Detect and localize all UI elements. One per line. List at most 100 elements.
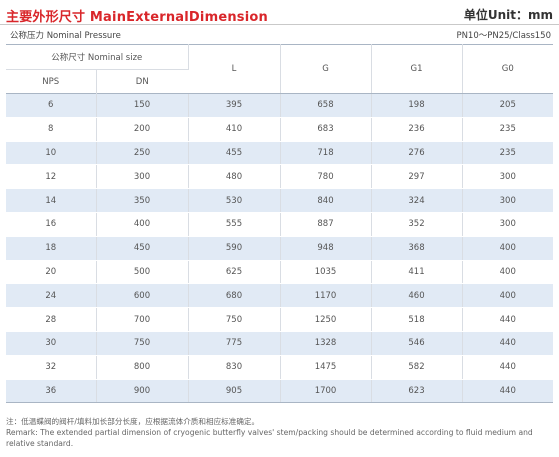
remark: 注：低温蝶阀的阀杆/填料加长部分长度，应根据流体介质和相应标准确定。 Remar…: [6, 416, 554, 449]
cell-g: 780: [280, 164, 372, 190]
table-row: 20 500 625 1035 411 400: [6, 260, 554, 285]
title-divider: [0, 24, 559, 25]
cell-l: 395: [188, 93, 281, 118]
cell-nps: 8: [6, 117, 97, 142]
cell-l: 480: [188, 164, 281, 190]
cell-l: 530: [188, 188, 281, 213]
cell-g1: 276: [371, 141, 463, 166]
cell-nps: 18: [6, 236, 97, 261]
column-header-g1: G1: [371, 44, 463, 94]
cell-dn: 700: [96, 307, 189, 332]
table-row: 24 600 680 1170 460 400: [6, 283, 554, 309]
cell-g0: 235: [462, 141, 554, 166]
cell-dn: 500: [96, 260, 189, 285]
cell-nps: 24: [6, 283, 97, 309]
cell-g1: 411: [371, 260, 463, 285]
cell-g: 840: [280, 188, 372, 213]
cell-g0: 235: [462, 117, 554, 142]
cell-nps: 36: [6, 379, 97, 404]
cell-g1: 198: [371, 93, 463, 118]
cell-dn: 200: [96, 117, 189, 142]
cell-dn: 800: [96, 355, 189, 380]
cell-g: 1475: [280, 355, 372, 380]
page-title: 主要外形尺寸 MainExternalDimension: [6, 10, 268, 25]
remark-en: Remark: The extended partial dimension o…: [6, 428, 533, 448]
cell-nps: 30: [6, 331, 97, 356]
table-row: 14 350 530 840 324 300: [6, 188, 554, 213]
cell-g: 1700: [280, 379, 372, 404]
dimension-table-container: 公称尺寸 Nominal size L G G1 G0 NPS DN 6 150 3…: [6, 44, 554, 404]
remark-cn: 注：低温蝶阀的阀杆/填料加长部分长度，应根据流体介质和相应标准确定。: [6, 417, 260, 426]
nominal-pressure-value: PN10～PN25/Class150: [456, 31, 551, 41]
column-header-dn: DN: [96, 69, 189, 94]
cell-g0: 300: [462, 164, 554, 190]
cell-g: 948: [280, 236, 372, 261]
cell-nps: 32: [6, 355, 97, 380]
cell-g1: 460: [371, 283, 463, 309]
cell-g1: 582: [371, 355, 463, 380]
cell-dn: 250: [96, 141, 189, 166]
cell-g: 1328: [280, 331, 372, 356]
cell-g1: 297: [371, 164, 463, 190]
cell-nps: 20: [6, 260, 97, 285]
cell-g: 683: [280, 117, 372, 142]
table-row: 36 900 905 1700 623 440: [6, 379, 554, 404]
nominal-size-header: 公称尺寸 Nominal size: [6, 44, 189, 70]
cell-g0: 205: [462, 93, 554, 118]
cell-g: 1170: [280, 283, 372, 309]
cell-g0: 440: [462, 355, 554, 380]
cell-dn: 150: [96, 93, 189, 118]
cell-g: 1035: [280, 260, 372, 285]
cell-nps: 16: [6, 212, 97, 237]
cell-g0: 440: [462, 331, 554, 356]
cell-l: 555: [188, 212, 281, 237]
cell-g0: 400: [462, 236, 554, 261]
cell-g: 658: [280, 93, 372, 118]
nominal-pressure-label: 公称压力 Nominal Pressure: [10, 31, 121, 41]
cell-g0: 400: [462, 283, 554, 309]
table-row: 18 450 590 948 368 400: [6, 236, 554, 261]
cell-dn: 900: [96, 379, 189, 404]
cell-g1: 352: [371, 212, 463, 237]
cell-l: 750: [188, 307, 281, 332]
cell-l: 625: [188, 260, 281, 285]
cell-g1: 236: [371, 117, 463, 142]
cell-nps: 6: [6, 93, 97, 118]
cell-l: 830: [188, 355, 281, 380]
cell-g: 1250: [280, 307, 372, 332]
cell-g1: 324: [371, 188, 463, 213]
cell-nps: 14: [6, 188, 97, 213]
cell-dn: 750: [96, 331, 189, 356]
dimension-table: 公称尺寸 Nominal size L G G1 G0 NPS DN 6 150 3…: [6, 44, 554, 404]
unit-label: 单位Unit：mm: [463, 8, 553, 22]
cell-nps: 12: [6, 164, 97, 190]
table-row: 32 800 830 1475 582 440: [6, 355, 554, 380]
cell-l: 680: [188, 283, 281, 309]
column-header-nps: NPS: [6, 69, 97, 94]
cell-g1: 623: [371, 379, 463, 404]
cell-nps: 10: [6, 141, 97, 166]
column-header-l: L: [188, 44, 281, 94]
table-row: 10 250 455 718 276 235: [6, 141, 554, 166]
cell-l: 410: [188, 117, 281, 142]
cell-g1: 546: [371, 331, 463, 356]
table-row: 16 400 555 887 352 300: [6, 212, 554, 237]
table-row: 30 750 775 1328 546 440: [6, 331, 554, 356]
cell-dn: 400: [96, 212, 189, 237]
cell-nps: 28: [6, 307, 97, 332]
table-row: 28 700 750 1250 518 440: [6, 307, 554, 332]
cell-l: 455: [188, 141, 281, 166]
cell-dn: 450: [96, 236, 189, 261]
cell-g0: 400: [462, 260, 554, 285]
cell-g1: 518: [371, 307, 463, 332]
cell-l: 590: [188, 236, 281, 261]
table-body: 6 150 395 658 198 205 8 200 410 683 236 235 10 250 455…: [6, 93, 554, 404]
cell-g: 718: [280, 141, 372, 166]
column-header-g0: G0: [462, 44, 554, 94]
cell-l: 775: [188, 331, 281, 356]
column-header-g: G: [280, 44, 372, 94]
cell-g0: 300: [462, 212, 554, 237]
cell-l: 905: [188, 379, 281, 404]
cell-g0: 440: [462, 307, 554, 332]
cell-dn: 350: [96, 188, 189, 213]
